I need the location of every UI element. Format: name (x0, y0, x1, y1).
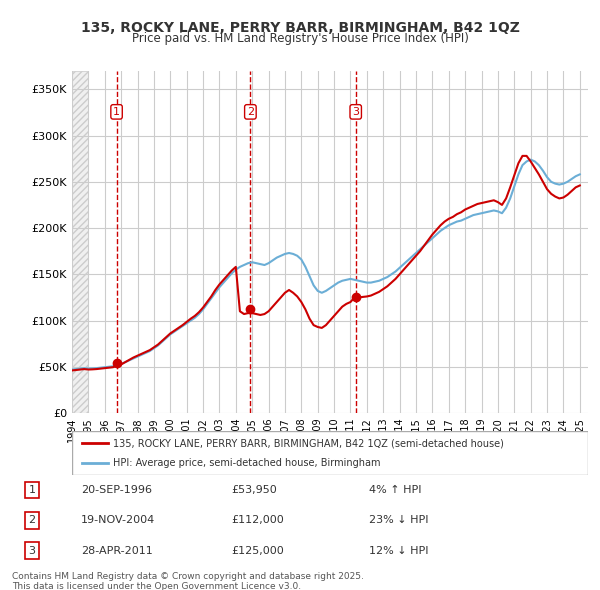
Text: 4% ↑ HPI: 4% ↑ HPI (369, 485, 422, 495)
Text: 3: 3 (29, 546, 35, 556)
Text: 3: 3 (352, 107, 359, 117)
Text: £125,000: £125,000 (231, 546, 284, 556)
Text: 1: 1 (29, 485, 35, 495)
Text: Contains HM Land Registry data © Crown copyright and database right 2025.
This d: Contains HM Land Registry data © Crown c… (12, 572, 364, 590)
Text: 135, ROCKY LANE, PERRY BARR, BIRMINGHAM, B42 1QZ: 135, ROCKY LANE, PERRY BARR, BIRMINGHAM,… (80, 21, 520, 35)
Text: 2: 2 (29, 516, 36, 525)
Text: HPI: Average price, semi-detached house, Birmingham: HPI: Average price, semi-detached house,… (113, 458, 381, 467)
Text: £112,000: £112,000 (231, 516, 284, 525)
Text: 135, ROCKY LANE, PERRY BARR, BIRMINGHAM, B42 1QZ (semi-detached house): 135, ROCKY LANE, PERRY BARR, BIRMINGHAM,… (113, 438, 504, 448)
Text: 19-NOV-2004: 19-NOV-2004 (81, 516, 155, 525)
Text: 2: 2 (247, 107, 254, 117)
Text: 20-SEP-1996: 20-SEP-1996 (81, 485, 152, 495)
Bar (72, 71, 88, 413)
Text: 23% ↓ HPI: 23% ↓ HPI (369, 516, 428, 525)
Text: 12% ↓ HPI: 12% ↓ HPI (369, 546, 428, 556)
Text: £53,950: £53,950 (231, 485, 277, 495)
Text: 1: 1 (113, 107, 120, 117)
Text: Price paid vs. HM Land Registry's House Price Index (HPI): Price paid vs. HM Land Registry's House … (131, 32, 469, 45)
Bar (72, 71, 88, 413)
Text: 28-APR-2011: 28-APR-2011 (81, 546, 153, 556)
